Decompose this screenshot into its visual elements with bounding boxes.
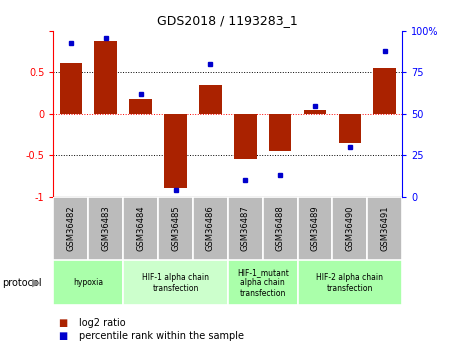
Bar	[158, 197, 193, 260]
Bar	[263, 197, 298, 260]
Bar	[339, 114, 361, 143]
Bar	[234, 114, 257, 159]
Text: GSM36483: GSM36483	[101, 206, 110, 252]
Text: GSM36489: GSM36489	[311, 206, 319, 252]
Bar	[123, 260, 228, 305]
Bar	[367, 197, 402, 260]
Bar	[298, 260, 402, 305]
Bar	[269, 114, 292, 151]
Text: HIF-2 alpha chain
transfection: HIF-2 alpha chain transfection	[316, 273, 384, 293]
Bar	[228, 260, 298, 305]
Text: GSM36484: GSM36484	[136, 206, 145, 252]
Bar	[193, 197, 228, 260]
Bar	[332, 197, 367, 260]
Bar	[123, 197, 158, 260]
Text: log2 ratio: log2 ratio	[79, 318, 126, 327]
Bar	[228, 197, 263, 260]
Text: GSM36486: GSM36486	[206, 206, 215, 252]
Bar	[129, 99, 152, 114]
Bar	[88, 197, 123, 260]
Text: percentile rank within the sample: percentile rank within the sample	[79, 332, 244, 341]
Text: HIF-1_mutant
alpha chain
transfection: HIF-1_mutant alpha chain transfection	[237, 268, 289, 298]
Text: ▶: ▶	[32, 278, 40, 288]
Bar	[373, 68, 396, 114]
Bar	[94, 41, 117, 114]
Bar	[53, 197, 88, 260]
Text: ■: ■	[58, 318, 67, 327]
Text: GSM36485: GSM36485	[171, 206, 180, 252]
Title: GDS2018 / 1193283_1: GDS2018 / 1193283_1	[158, 14, 298, 27]
Text: GSM36491: GSM36491	[380, 206, 389, 251]
Text: HIF-1 alpha chain
transfection: HIF-1 alpha chain transfection	[142, 273, 209, 293]
Text: ■: ■	[58, 332, 67, 341]
Text: GSM36488: GSM36488	[276, 206, 285, 252]
Text: GSM36490: GSM36490	[345, 206, 354, 251]
Text: protocol: protocol	[2, 278, 42, 288]
Text: GSM36482: GSM36482	[66, 206, 75, 252]
Text: GSM36487: GSM36487	[241, 206, 250, 252]
Bar	[60, 62, 82, 114]
Bar	[298, 197, 332, 260]
Text: hypoxia: hypoxia	[73, 278, 103, 287]
Bar	[53, 260, 123, 305]
Bar	[199, 85, 222, 114]
Bar	[304, 110, 326, 114]
Bar	[164, 114, 187, 188]
